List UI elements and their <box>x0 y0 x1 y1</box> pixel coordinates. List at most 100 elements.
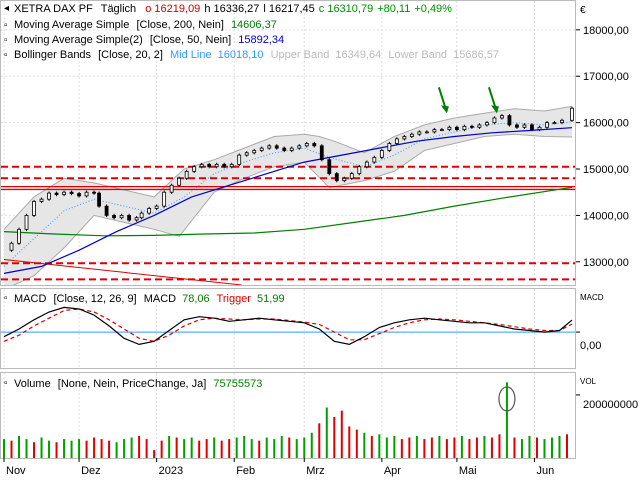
volume-bar <box>130 437 133 458</box>
volume-bar <box>528 435 531 458</box>
candle-body <box>127 215 132 221</box>
candle-body <box>334 173 339 182</box>
candle <box>349 172 354 180</box>
volume-layer <box>3 382 568 458</box>
candle <box>334 172 339 183</box>
volume-bar <box>258 440 261 458</box>
volume-bar <box>393 435 396 458</box>
collapse-icon[interactable]: ▫ <box>4 293 8 304</box>
candle <box>17 227 21 245</box>
candle-body <box>485 122 489 126</box>
candle <box>545 120 549 129</box>
candle <box>222 162 227 169</box>
candle <box>424 130 429 134</box>
candle <box>454 125 459 132</box>
candle <box>515 123 519 129</box>
candle <box>552 120 557 125</box>
candle <box>92 190 96 195</box>
candle-body <box>537 126 542 130</box>
annotation-arrow-icon <box>487 87 499 114</box>
volume-bar <box>85 440 88 458</box>
legend-sma50[interactable]: Moving Average Simple(2) [Close, 50, Nei… <box>14 34 284 46</box>
bollinger-fill <box>4 106 572 285</box>
ohlc-o: o 16219,09 <box>145 3 200 15</box>
legend-volume[interactable]: Volume [None, Nein, PriceChange, Ja] 757… <box>14 378 262 390</box>
volume-bar <box>70 440 73 458</box>
candle <box>297 144 302 150</box>
legend-macd[interactable]: MACD [Close, 12, 26, 9] MACD 78,06 Trigg… <box>14 293 285 305</box>
volume-bar <box>333 417 336 458</box>
candle-body <box>192 166 197 172</box>
candle <box>84 190 89 198</box>
collapse-icon[interactable]: ◂ <box>4 3 9 14</box>
candle-body <box>62 191 66 195</box>
axis-layer: 13000,00 14000,00 15000,00 16000,00 17000,00… <box>3 25 629 477</box>
candle-body <box>77 193 81 197</box>
volume-bar <box>190 437 193 458</box>
legend-bollinger[interactable]: Bollinger Bands [Close, 20, 2] Mid Line … <box>14 49 499 61</box>
candle <box>267 144 272 150</box>
candle-body <box>462 125 467 130</box>
volume-bar <box>550 437 553 458</box>
checkbox-icon[interactable]: ▫ <box>4 20 8 31</box>
collapse-icon[interactable]: ▫ <box>4 378 8 389</box>
ohlc-values: o 16219,09 h 16336,27 l 16217,45 c 16310,79… <box>145 3 452 15</box>
candle-body <box>139 212 144 219</box>
candle <box>530 123 534 132</box>
macd-tick-label: 0,00 <box>580 340 601 352</box>
candle-body <box>545 122 549 128</box>
y-tick-label: 13000,00 <box>583 257 629 269</box>
macd-pane <box>0 288 576 369</box>
candle-body <box>289 147 294 151</box>
volume-bar <box>363 432 366 458</box>
legend-sma200[interactable]: Moving Average Simple [Close, 200, Nein]… <box>14 19 277 31</box>
arrow-shaft <box>487 87 497 110</box>
candle-body <box>349 173 354 179</box>
x-tick-label: Feb <box>236 465 255 477</box>
candle <box>104 204 109 218</box>
candle-body <box>222 163 227 168</box>
candle-body <box>104 205 109 216</box>
volume-bar <box>115 442 118 458</box>
candle <box>162 190 167 208</box>
candle <box>112 213 116 220</box>
currency-label: € <box>580 5 586 16</box>
candle <box>147 206 152 215</box>
candle-body <box>357 166 362 175</box>
volume-bar <box>280 435 283 458</box>
candle <box>237 153 242 167</box>
candle <box>492 116 497 125</box>
candle-body <box>259 147 264 151</box>
sma200-line <box>3 186 573 237</box>
candle <box>402 134 407 141</box>
arrow-head <box>490 105 499 114</box>
y-tick-label: 17000,00 <box>583 71 629 83</box>
candle <box>409 132 414 139</box>
x-tick-label: Mai <box>459 465 477 477</box>
candle <box>372 155 377 164</box>
candle-body <box>39 198 44 202</box>
period-label: Täglich <box>101 3 136 15</box>
candle-body <box>112 215 116 219</box>
candle-body <box>184 170 189 179</box>
volume-bar <box>205 439 208 458</box>
candle-body <box>570 107 574 121</box>
candle-body <box>229 163 234 168</box>
candle <box>244 151 249 157</box>
checkbox-icon[interactable]: ▫ <box>4 35 8 46</box>
checkbox-icon[interactable]: ▫ <box>4 50 8 61</box>
volume-bar <box>228 439 231 458</box>
candle <box>9 241 14 252</box>
x-tick-label: 2023 <box>159 465 183 477</box>
candle <box>417 130 422 136</box>
candle <box>134 216 139 222</box>
volume-bar <box>558 435 561 458</box>
volume-bar <box>40 437 43 458</box>
volume-bar <box>438 435 441 458</box>
volume-bar <box>108 440 111 458</box>
candle-body <box>530 124 534 130</box>
arrow-head <box>440 105 449 114</box>
volume-bar <box>543 439 546 458</box>
candle <box>127 213 132 222</box>
candle <box>507 114 512 127</box>
